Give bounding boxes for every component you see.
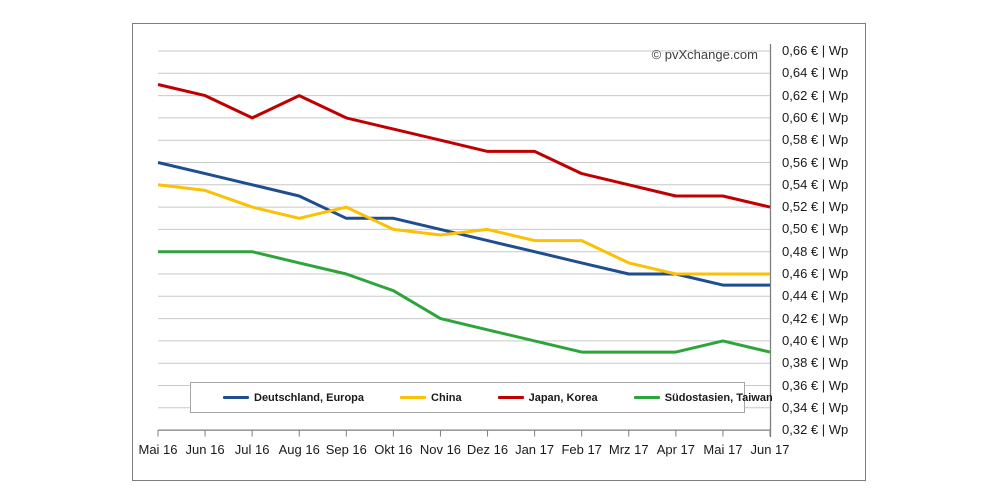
x-axis-label: Feb 17	[561, 442, 602, 457]
y-axis-label: 0,34 € | Wp	[782, 399, 849, 415]
y-axis-label: 0,40 € | Wp	[782, 332, 849, 348]
legend-line-sample	[223, 396, 249, 399]
legend-item: China	[400, 392, 462, 404]
y-axis-label: 0,38 € | Wp	[782, 355, 849, 371]
y-axis-label: 0,48 € | Wp	[782, 243, 849, 259]
y-axis-label: 0,44 € | Wp	[782, 288, 849, 304]
y-axis-label: 0,46 € | Wp	[782, 266, 849, 281]
y-axis-label: 0,58 € | Wp	[782, 132, 849, 148]
legend-item-label: Deutschland, Europa	[254, 391, 365, 404]
copyright-text: © pvXchange.com	[651, 47, 758, 62]
x-axis-label: Apr 17	[656, 442, 695, 457]
y-axis-label: 0,60 € | Wp	[782, 109, 849, 125]
y-axis-label: 0,66 € | Wp	[782, 43, 849, 58]
legend-item-label: Japan, Korea	[528, 391, 598, 404]
series-polyline	[157, 183, 770, 276]
y-axis-label: 0,54 € | Wp	[782, 176, 849, 192]
x-axis-label: Nov 16	[419, 442, 462, 457]
series-polyline	[158, 250, 771, 354]
legend-line-sample	[497, 396, 524, 399]
y-axis-label: 0,52 € | Wp	[782, 199, 849, 215]
legend-item-label: Südostasien, Taiwan	[664, 391, 773, 404]
x-axis-label: Aug 16	[278, 442, 320, 457]
y-axis-label: 0,36 € | Wp	[782, 377, 849, 393]
y-axis-label: 0,64 € | Wp	[782, 65, 849, 81]
x-axis-label: Jun 17	[750, 442, 790, 457]
y-axis-label: 0,42 € | Wp	[782, 310, 849, 326]
y-axis-label: 0,32 € | Wp	[782, 422, 849, 438]
legend-item: Südostasien, Taiwan	[633, 391, 773, 404]
x-axis-label: Sep 16	[325, 442, 367, 457]
legend-line-sample	[400, 396, 427, 399]
x-axis-label: Mai 17	[703, 442, 743, 457]
x-axis-label: Jul 16	[234, 442, 270, 457]
legend: Deutschland, Europa China Japan, Korea Südo…	[190, 382, 773, 413]
legend-item: Deutschland, Europa	[223, 392, 364, 404]
legend-item: Japan, Korea	[497, 391, 598, 404]
x-axis-label: Dez 16	[466, 442, 509, 457]
x-axis-label: Jan 17	[515, 442, 555, 457]
x-axis-label: Mai 16	[138, 442, 178, 457]
series-polyline	[157, 83, 771, 209]
x-axis-label: Mrz 17	[608, 442, 649, 457]
series-polyline	[157, 161, 770, 287]
y-axis-label: 0,50 € | Wp	[782, 221, 849, 237]
y-axis-label: 0,56 € | Wp	[782, 154, 849, 170]
legend-line-sample	[633, 396, 660, 399]
y-axis-label: 0,62 € | Wp	[782, 87, 849, 103]
legend-item-label: China	[431, 391, 462, 404]
x-axis-label: Jun 16	[185, 442, 225, 457]
x-axis-label: Okt 16	[374, 442, 413, 457]
